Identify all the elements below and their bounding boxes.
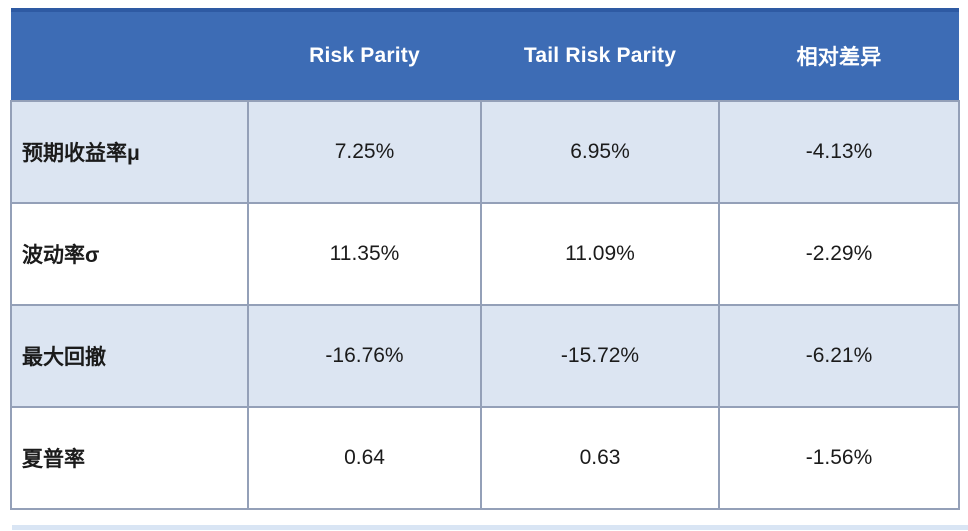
row-label: 最大回撤: [10, 304, 249, 408]
cell-value: -6.21%: [718, 304, 960, 408]
cell-value: -4.13%: [718, 100, 960, 204]
bottom-divider: [12, 525, 968, 530]
table-row-sharpe-ratio: 夏普率 0.64 0.63 -1.56%: [10, 406, 960, 510]
column-header-risk-parity: Risk Parity: [248, 10, 481, 101]
column-header-relative-difference: 相对差异: [719, 10, 959, 101]
table-row-volatility: 波动率σ 11.35% 11.09% -2.29%: [10, 202, 960, 306]
table-row-max-drawdown: 最大回撤 -16.76% -15.72% -6.21%: [10, 304, 960, 408]
cell-value: 0.64: [247, 406, 482, 510]
cell-value: 6.95%: [480, 100, 720, 204]
cell-value: 0.63: [480, 406, 720, 510]
cell-value: 11.35%: [247, 202, 482, 306]
column-header-tail-risk-parity: Tail Risk Parity: [481, 10, 719, 101]
risk-parity-comparison-table: Risk Parity Tail Risk Parity 相对差异 预期收益率μ…: [10, 8, 960, 510]
row-label: 预期收益率μ: [10, 100, 249, 204]
cell-value: -15.72%: [480, 304, 720, 408]
cell-value: 7.25%: [247, 100, 482, 204]
cell-value: -16.76%: [247, 304, 482, 408]
table-row-expected-return: 预期收益率μ 7.25% 6.95% -4.13%: [10, 100, 960, 204]
row-label: 波动率σ: [10, 202, 249, 306]
cell-value: -2.29%: [718, 202, 960, 306]
cell-value: -1.56%: [718, 406, 960, 510]
cell-value: 11.09%: [480, 202, 720, 306]
metrics-table: Risk Parity Tail Risk Parity 相对差异 预期收益率μ…: [10, 8, 960, 510]
table-header-row: Risk Parity Tail Risk Parity 相对差异: [11, 10, 959, 101]
row-label: 夏普率: [10, 406, 249, 510]
column-header-metric: [11, 10, 248, 101]
